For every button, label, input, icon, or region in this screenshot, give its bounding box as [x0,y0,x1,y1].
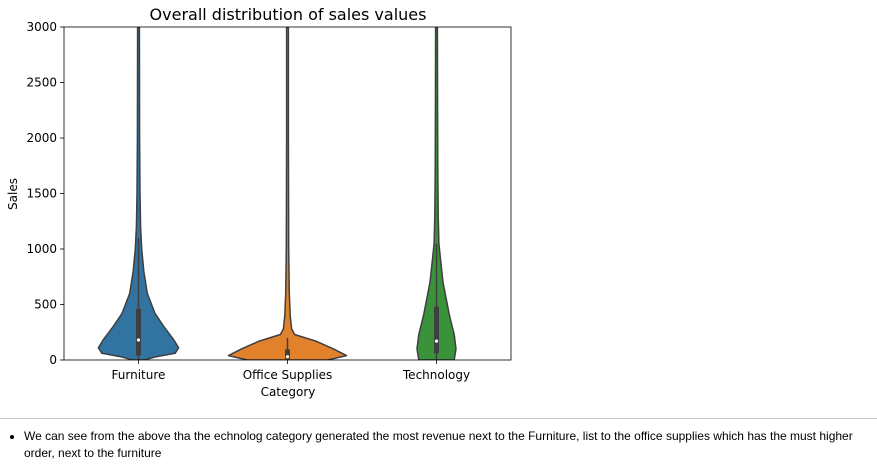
chart-container: Overall distribution of sales values 0 50… [6,5,512,399]
x-tick-label: Technology [402,368,470,382]
y-tick-label: 2500 [26,76,57,90]
y-axis-label: Sales [6,178,20,210]
x-tick-label: Office Supplies [243,368,333,382]
violin-median-technology [434,339,439,343]
axes-layer: 0 500 1000 1500 2000 2500 3000 Furniture Office … [26,20,512,382]
x-axis-label: Category [261,385,316,399]
violin-technology [416,27,457,360]
violin-iqr-technology [434,306,439,354]
y-tick-label: 3000 [26,20,57,34]
violin-median-office-supplies [285,355,290,359]
chart-title: Overall distribution of sales values [150,5,427,24]
x-tick-label: Furniture [112,368,166,382]
y-tick-label: 500 [34,298,57,312]
y-tick-label: 1000 [26,242,57,256]
violin-office-supplies [227,27,348,360]
violin-iqr-furniture [136,308,141,356]
violin-iqr-office-supplies [285,349,290,359]
y-tick-label: 0 [49,353,57,367]
note-item: We can see from the above tha the echnol… [24,428,877,462]
violins-layer [97,27,457,360]
y-tick-label: 2000 [26,131,57,145]
violin-furniture [97,27,180,360]
notes-list: We can see from the above tha the echnol… [8,428,877,462]
y-tick-label: 1500 [26,187,57,201]
violin-median-furniture [136,338,141,342]
output-divider [0,418,877,419]
violin-chart: Overall distribution of sales values 0 50… [6,5,512,399]
